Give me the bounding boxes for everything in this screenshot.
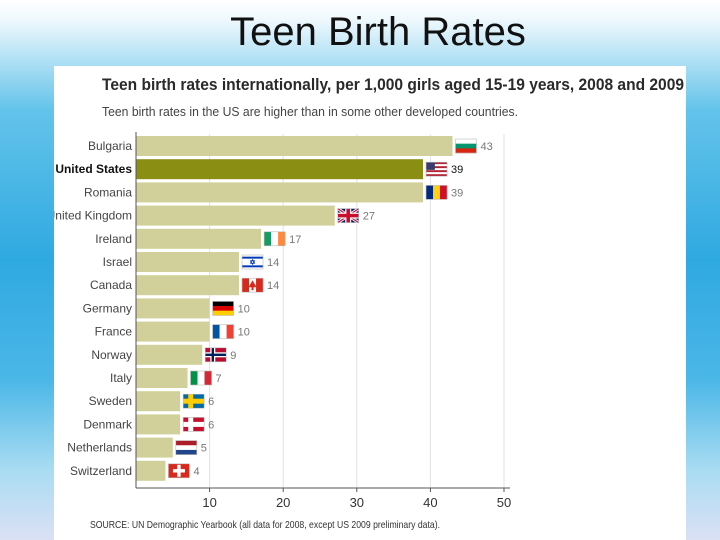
flag-canada-icon <box>241 277 264 293</box>
value-label: 5 <box>201 443 207 455</box>
value-label: 7 <box>216 373 222 385</box>
x-tick-label: 10 <box>202 495 216 510</box>
bar <box>136 391 181 412</box>
value-label: 43 <box>480 141 492 153</box>
chart-source: SOURCE: UN Demographic Yearbook (all dat… <box>90 519 440 531</box>
x-tick-label: 30 <box>350 495 364 510</box>
bar <box>136 437 173 458</box>
slide-title: Teen Birth Rates <box>230 10 526 54</box>
chart-panel: Teen birth rates internationally, per 1,… <box>54 66 686 540</box>
bar <box>136 344 203 365</box>
category-label: Italy <box>110 371 132 385</box>
category-label: Israel <box>103 255 132 269</box>
flag-italy-icon <box>190 370 212 386</box>
flag-israel-icon <box>241 254 264 270</box>
flag-romania-icon <box>425 185 448 200</box>
category-label: Romania <box>84 185 132 199</box>
bar <box>136 460 166 481</box>
value-label: 39 <box>451 164 463 176</box>
flag-ireland-icon <box>263 231 286 247</box>
value-label: 4 <box>193 466 199 478</box>
bar <box>136 414 181 435</box>
chart-title: Teen birth rates internationally, per 1,… <box>102 76 684 94</box>
category-label: Switzerland <box>70 464 132 478</box>
flag-denmark-icon <box>182 417 205 432</box>
x-tick-label: 20 <box>276 495 290 510</box>
bar-chart: Teen birth rates internationally, per 1,… <box>54 76 684 531</box>
flag-bulgaria-icon <box>455 138 477 154</box>
bar <box>136 275 240 296</box>
chart-subtitle: Teen birth rates in the US are higher th… <box>102 104 518 119</box>
x-tick-label: 40 <box>423 495 437 510</box>
category-label: Sweden <box>89 394 132 408</box>
flag-sweden-icon <box>182 393 205 409</box>
bar <box>136 182 424 203</box>
flag-switzerland-icon <box>168 463 190 479</box>
bar <box>136 205 335 226</box>
flag-norway-icon <box>204 347 227 363</box>
value-label: 10 <box>238 303 250 315</box>
category-label: Canada <box>90 278 132 292</box>
category-label: France <box>95 325 133 339</box>
flag-netherlands-icon <box>175 440 198 455</box>
category-label: Ireland <box>95 232 132 246</box>
bar <box>136 228 262 249</box>
category-label: Norway <box>91 348 132 362</box>
category-label: Bulgaria <box>88 139 132 153</box>
bar <box>136 136 453 156</box>
value-label: 39 <box>451 187 463 199</box>
category-label: United States <box>55 162 132 176</box>
category-label: Germany <box>83 301 132 315</box>
value-label: 10 <box>238 327 250 339</box>
flag-france-icon <box>212 324 234 339</box>
value-label: 14 <box>267 280 279 292</box>
value-label: 6 <box>208 396 214 408</box>
flag-united-states-icon <box>425 161 448 177</box>
flag-germany-icon <box>212 301 234 316</box>
flag-united-kingdom-icon <box>336 207 360 224</box>
bar <box>136 368 188 388</box>
category-label: Netherlands <box>67 441 132 455</box>
value-label: 6 <box>208 419 214 431</box>
bar <box>136 298 210 319</box>
x-tick-label: 50 <box>497 495 511 510</box>
category-label: Denmark <box>83 417 133 431</box>
value-label: 27 <box>363 211 375 223</box>
bar <box>136 159 424 180</box>
value-label: 9 <box>230 350 236 362</box>
category-label: United Kingdom <box>54 209 132 223</box>
bar <box>136 321 210 342</box>
value-label: 14 <box>267 257 279 269</box>
bar <box>136 252 240 272</box>
value-label: 17 <box>289 234 301 246</box>
